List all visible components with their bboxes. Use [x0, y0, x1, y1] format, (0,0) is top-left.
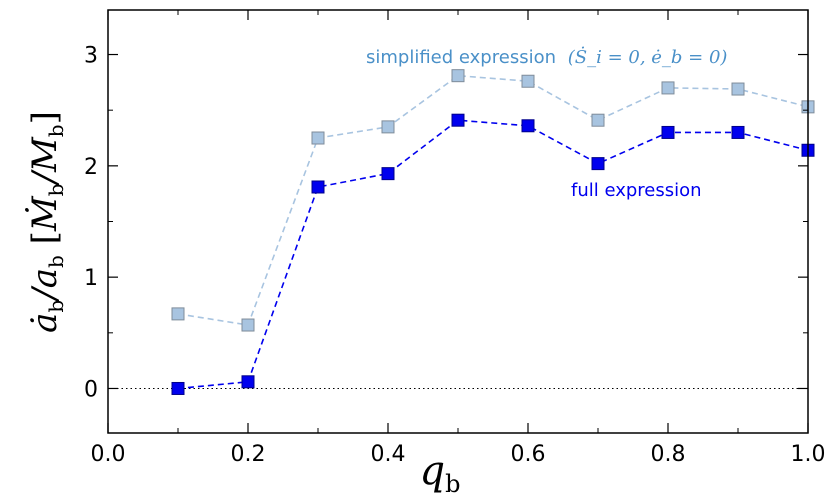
series-0	[171, 69, 815, 332]
series-layer	[171, 69, 815, 395]
x-axis-label-sub: b	[445, 470, 460, 498]
x-tick-label: 0.2	[231, 442, 266, 467]
data-point	[521, 74, 535, 88]
y-tick-label: 1	[84, 266, 98, 291]
y-tick-label: 3	[84, 44, 98, 69]
tick-layer: 0.0 0.2 0.4 0.6 0.8 1.0 0 1 2 3	[84, 10, 826, 467]
x-tick-label: 0.4	[371, 442, 406, 467]
y-axis-label-group: ȧb/ab [Ṁb/Mb]	[25, 111, 68, 333]
data-point	[311, 180, 325, 194]
data-point	[171, 307, 185, 321]
y-axis-label: ȧb/ab [Ṁb/Mb]	[25, 111, 68, 333]
annotation-simplified: simplified expression (Ṡ_i = 0, ė_b = 0)	[366, 45, 727, 68]
data-point	[731, 82, 745, 96]
data-point	[451, 69, 465, 83]
data-point	[381, 167, 395, 181]
annotation-full: full expression	[571, 180, 702, 201]
data-point	[241, 375, 255, 389]
y-tick-label: 0	[84, 377, 98, 402]
data-point	[591, 157, 605, 171]
annotation-simplified-text: simplified expression	[366, 47, 556, 68]
y-label-a: ȧ	[25, 313, 65, 333]
x-tick-label: 0.0	[91, 442, 126, 467]
y-tick-label: 2	[84, 155, 98, 180]
data-point	[241, 318, 255, 332]
series-1	[171, 113, 815, 395]
data-point	[311, 131, 325, 145]
x-tick-label: 1.0	[791, 442, 826, 467]
series-line	[177, 119, 809, 390]
data-point	[661, 125, 675, 139]
series-line	[177, 74, 809, 326]
data-point	[661, 81, 675, 95]
data-point	[731, 125, 745, 139]
x-tick-label: 0.6	[511, 442, 546, 467]
data-point	[451, 113, 465, 127]
data-point	[521, 119, 535, 133]
data-point	[171, 381, 185, 395]
x-axis-label-main: q	[420, 448, 446, 494]
data-point	[381, 120, 395, 134]
annotation-simplified-math: (Ṡ_i = 0, ė_b = 0)	[568, 45, 728, 68]
x-tick-label: 0.8	[651, 442, 686, 467]
x-axis-label: qb	[420, 448, 461, 498]
data-point	[591, 113, 605, 127]
